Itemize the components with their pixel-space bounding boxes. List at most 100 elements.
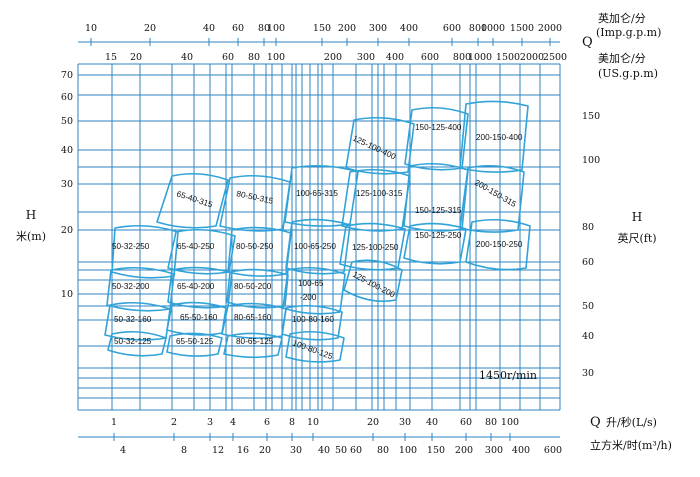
pump-label: 65-50-160 [180,313,218,322]
y-right-tick: 50 [582,301,594,312]
x-top-row2-tick: 80 [248,52,260,63]
x-bottom-row1-tick: 30 [399,417,411,428]
x-bottom-row1-tick: 20 [367,417,379,428]
pump-label: 100-65-250 [294,242,336,251]
pump-region [106,266,175,312]
x-top-row1-tick: 600 [443,23,461,34]
y-right-tick: 60 [582,257,594,268]
pump-label: 80-65-125 [236,337,274,346]
y-left-tick: 70 [61,70,73,81]
x-bottom-row2-tick: 12 [212,445,224,456]
pump-label: 50-32-250 [112,242,150,251]
pump-regions [104,100,531,363]
x-top-row2-unit: (US.g.p.m) [598,67,658,80]
pump-label: 125-100-250 [352,243,399,252]
pump-label: 50-32-200 [112,282,150,291]
x-top-row2-tick: 60 [222,52,234,63]
x-top-row2-tick: 1500 [496,52,520,63]
pump-region [403,162,469,232]
x-bottom-row1-tick: 3 [207,417,213,428]
x-bottom-row1-tick: 10 [307,417,319,428]
pump-region [282,266,346,315]
x-bottom-row1-tick: 8 [289,417,295,428]
x-bottom-row2-label: 立方米/时(m³/h) [590,438,672,452]
x-top-row2-tick: 1000 [468,52,492,63]
x-top-row2-tick: 2500 [543,52,567,63]
x-bottom-row1-tick: 60 [460,417,472,428]
axis-scales [78,38,560,441]
pump-region [107,330,167,357]
pump-label: 50-32-160 [114,315,152,324]
x-bottom-row1-tick: 4 [230,417,236,428]
x-top-row2-tick: 200 [324,52,342,63]
y-left-tick: 40 [61,145,73,156]
x-top-row1-tick: 20 [144,23,156,34]
x-top-row2-tick: 100 [267,52,285,63]
pump-label: 65-40-200 [177,282,215,291]
pump-region [223,332,283,359]
x-top-row1-tick: 400 [400,23,418,34]
pump-label: 65-50-125 [176,337,214,346]
pump-label: 80-50-200 [234,282,272,291]
x-top-row1-tick: 800 [469,23,487,34]
pump-label: 200-150-315 [473,178,518,209]
x-bottom-row1-tick: 40 [426,417,438,428]
x-bottom-row2-tick: 150 [427,445,445,456]
y-left-tick: 50 [61,116,73,127]
y-right-symbol: H [632,210,642,224]
x-bottom-row1-tick: 6 [264,417,270,428]
y-left-symbol: H [26,208,36,222]
pump-region [339,222,406,271]
y-left-tick: 10 [61,289,73,300]
pump-label: -200 [300,293,317,302]
x-top-row1-tick: 80 [258,23,270,34]
x-top-row2-tick: 20 [130,52,142,63]
x-top-row1-tick: 10 [85,23,97,34]
pump-region [166,332,223,357]
x-top-row1-tick: 100 [267,23,285,34]
pump-label: 80-50-315 [236,189,275,206]
pump-region [156,172,229,229]
y-right-tick: 30 [582,368,594,379]
x-bottom-row2-tick: 20 [259,445,271,456]
x-top-row1-tick: 2000 [538,23,562,34]
x-bottom-row1-tick: 100 [501,417,519,428]
pump-region [281,304,343,341]
pump-label: 125-100-400 [351,134,397,162]
x-bottom-row2-tick: 400 [512,445,530,456]
x-bottom-row2-tick: 16 [237,445,249,456]
pump-region [345,116,415,175]
y-left-tick: 30 [61,179,73,190]
x-top-row1-tick: 1500 [510,23,534,34]
pump-label: 50-32-125 [114,337,152,346]
x-bottom-row2-tick: 80 [377,445,389,456]
pump-label: 100-80-125 [291,338,334,361]
pump-region [104,301,171,341]
x-bottom-row1-label: 升/秒(L/s) [606,415,657,429]
pump-label: 100-65-315 [296,189,338,198]
pump-label: 80-50-250 [236,242,274,251]
pump-region [459,100,529,173]
pump-label: 150-125-250 [415,231,462,240]
x-top-row1-tick: 150 [313,23,331,34]
x-top-row1-tick: 200 [338,23,356,34]
pump-region [459,164,525,233]
pump-label: 150-125-400 [415,123,462,132]
x-bottom-row1-tick: 2 [171,417,177,428]
y-right-tick: 80 [582,222,594,233]
pump-region [404,106,469,171]
x-bottom-row1-tick: 80 [485,417,497,428]
x-bottom-row2-tick: 4 [120,445,126,456]
speed-label: 1450r/min [479,369,537,382]
x-bottom-row2-tick: 40 [318,445,330,456]
pump-region [284,164,359,227]
y-left-label: 米(m) [16,230,46,243]
grid-lines [77,63,561,411]
x-bottom-row2-tick: 30 [290,445,302,456]
x-bottom-row2-tick: 60 [350,445,362,456]
x-top-row1-tick: 1000 [481,23,505,34]
x-bottom-row1-tick: 1 [111,417,117,428]
x-top-row2-label: 美加仑/分 [598,51,646,65]
y-left-tick: 20 [61,225,73,236]
pump-region [465,218,531,271]
